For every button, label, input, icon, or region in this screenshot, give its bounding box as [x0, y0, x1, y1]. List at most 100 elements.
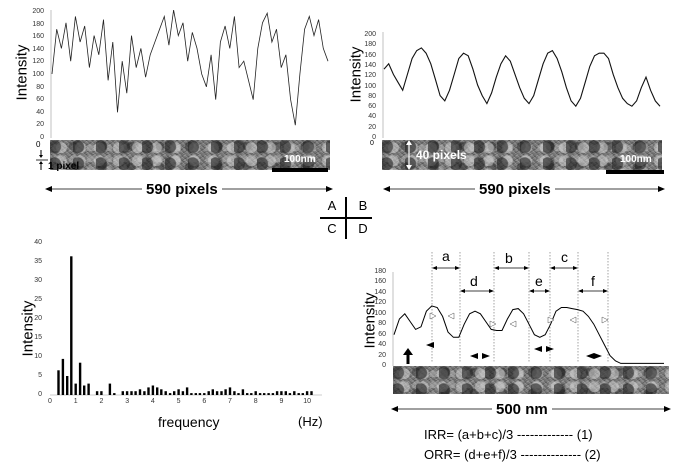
frequency-bar	[164, 391, 167, 395]
panel-c-spectrum-plot	[50, 256, 322, 396]
frequency-bar	[74, 383, 77, 395]
legend-letter-d: D	[358, 221, 368, 236]
frequency-bar	[78, 362, 82, 395]
legend-letter-c: C	[327, 221, 337, 236]
panel-b-profile-plot	[382, 32, 661, 138]
frequency-bar	[310, 391, 313, 395]
panel-c-x-tick-label: 1	[73, 398, 78, 405]
panel-a-y-tick-label: 40	[36, 108, 44, 116]
panel-b-height-label: 40 pixels	[416, 148, 467, 162]
panel-d-y-tick-label: 80	[378, 320, 386, 328]
frequency-bar	[250, 393, 253, 395]
panel-a-y-tick-label: 60	[36, 96, 44, 104]
panel-c-y-axis-label: Intensity	[19, 300, 37, 357]
panel-c-x-tick-label: 8	[253, 398, 258, 405]
frequency-bar	[66, 376, 69, 395]
panel-d-profile-line	[393, 305, 664, 364]
panel-c-y-tick-label: 25	[34, 296, 42, 303]
panel-b-y-tick-label: 100	[364, 82, 376, 90]
frequency-bar	[228, 387, 232, 395]
frequency-bar	[271, 393, 275, 395]
frequency-bar	[190, 393, 193, 395]
panel-c-x-tick-label: 0	[48, 398, 52, 405]
panel-b-width-label: 590 pixels	[475, 181, 555, 198]
frequency-bar	[301, 393, 304, 395]
panel-c-unit-label: (Hz)	[298, 414, 323, 429]
panel-d-gap-label-b: b	[505, 250, 513, 266]
frequency-bar	[61, 358, 65, 395]
height-arrow-icon	[406, 140, 412, 170]
panel-d-gap-label-e: e	[535, 273, 543, 289]
frequency-bar	[284, 391, 287, 395]
frequency-bar	[113, 393, 116, 395]
panel-a-y-tick-label: 80	[36, 83, 44, 91]
panel-c-x-axis-label: frequency	[158, 414, 220, 430]
panel-d-y-tick-label: 120	[374, 299, 386, 307]
panel-a-scale-label: 100nm	[284, 154, 316, 165]
panel-b-scale-label: 100nm	[620, 154, 652, 165]
panel-a-zero-tick: 0	[36, 140, 41, 149]
legend-cross-horizontal	[320, 217, 372, 219]
frequency-bar	[246, 393, 249, 395]
frequency-bar	[100, 391, 103, 395]
panel-a-y-tick-label: 180	[32, 20, 44, 28]
panel-b-y-tick-label: 180	[364, 41, 376, 49]
frequency-bar	[168, 393, 172, 395]
panel-b-y-tick-label: 200	[364, 31, 376, 38]
panel-c-x-tick-label: 2	[99, 398, 104, 405]
frequency-bar	[267, 393, 270, 395]
panel-c-x-tick-label: 5	[176, 398, 181, 405]
panel-c-y-tick-label: 20	[34, 315, 42, 322]
panel-d-gap-label-f: f	[591, 273, 595, 289]
panel-c-y-tick-label: 15	[34, 334, 42, 341]
frequency-bar	[241, 389, 245, 395]
panel-b-y-tick-label: 40	[368, 113, 376, 121]
frequency-bar	[254, 391, 257, 395]
panel-a-y-tick-label: 120	[32, 58, 44, 66]
frequency-bar	[95, 391, 99, 395]
panel-a-pixel-label: 1 pixel	[48, 161, 80, 172]
frequency-bar	[280, 391, 283, 395]
panel-a-profile-plot	[50, 10, 329, 138]
panel-d-y-tick-label: 160	[374, 278, 386, 286]
panel-d-markers	[426, 312, 609, 359]
panel-c-x-tick-label: 6	[202, 398, 207, 405]
panel-c-x-tick-label: 4	[150, 398, 155, 405]
panel-a-image-strip	[50, 140, 330, 170]
frequency-bar	[138, 389, 142, 395]
panel-d-y-tick-label: 60	[378, 330, 386, 338]
panel-b-scale-bar	[606, 170, 664, 174]
panel-b-y-tick-label: 120	[364, 72, 376, 80]
panel-a-y-tick-label: 160	[32, 33, 44, 41]
panel-d-width-label: 500 nm	[492, 401, 552, 418]
panel-c-y-tick-label: 40	[34, 239, 42, 246]
panel-a-width-label: 590 pixels	[142, 181, 222, 198]
frequency-bar	[203, 393, 206, 395]
frequency-bar	[70, 256, 73, 395]
panel-d-y-tick-label: 180	[374, 268, 386, 275]
panel-a-y-tick-label: 0	[40, 134, 44, 141]
up-arrow-icon	[403, 348, 413, 364]
frequency-bar	[156, 387, 159, 395]
frequency-bar	[263, 393, 266, 395]
frequency-bar	[207, 391, 210, 395]
irr-formula: IRR= (a+b+c)/3 ------------- (1)	[424, 427, 593, 442]
frequency-bar	[194, 393, 197, 395]
panel-b-y-tick-label: 60	[368, 103, 376, 111]
panel-d-gap-arrows	[434, 267, 606, 292]
panel-d-y-tick-label: 40	[378, 341, 386, 349]
panel-d-image-strip	[393, 366, 669, 394]
frequency-bar	[57, 370, 60, 395]
panel-d-gap-label-d: d	[470, 273, 478, 289]
frequency-bar	[125, 391, 129, 395]
panel-d-guide-lines	[431, 252, 609, 362]
frequency-bar	[108, 383, 112, 395]
frequency-bar	[121, 391, 124, 395]
panel-a-y-tick-label: 100	[32, 71, 44, 78]
panel-b-image-strip	[382, 140, 662, 170]
panel-a-y-tick-label: 20	[36, 121, 44, 129]
frequency-bar	[305, 391, 309, 395]
panel-c-x-tick-label: 3	[125, 398, 130, 405]
frequency-bar	[237, 393, 240, 395]
frequency-bar	[185, 387, 189, 395]
